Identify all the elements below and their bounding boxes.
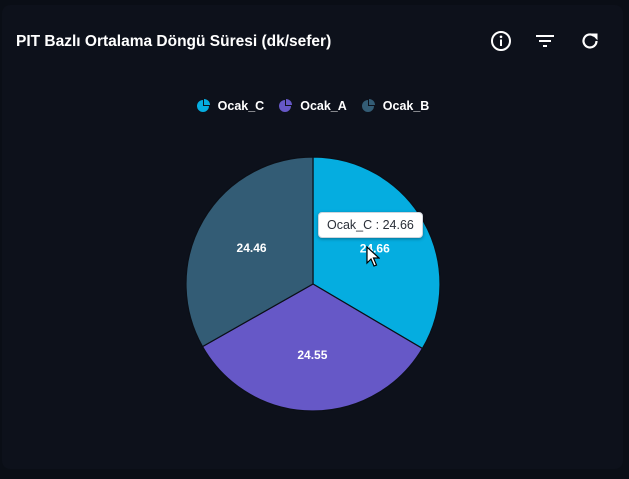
tooltip-series: Ocak_C	[327, 218, 373, 232]
tooltip-separator: :	[375, 218, 383, 232]
pie-legend-icon	[361, 99, 375, 112]
refresh-icon[interactable]	[578, 29, 602, 53]
legend-item-ocak-a[interactable]: Ocak_A	[278, 99, 347, 113]
pie-data-label: 24.55	[297, 348, 327, 362]
pie-data-label: 24.46	[237, 241, 267, 255]
tooltip-value: 24.66	[382, 218, 414, 232]
legend-item-ocak-c[interactable]: Ocak_C	[196, 99, 265, 113]
info-icon[interactable]	[489, 29, 513, 53]
pie-slice-ocak-c[interactable]	[312, 156, 441, 350]
legend-label: Ocak_C	[217, 99, 265, 113]
pie-legend-icon	[279, 99, 293, 112]
chart-title: PIT Bazlı Ortalama Döngü Süresi (dk/sefe…	[16, 33, 332, 50]
legend-label: Ocak_A	[300, 99, 347, 113]
chart-legend: Ocak_C Ocak_A Ocak_B	[2, 99, 623, 113]
pie-legend-icon	[196, 99, 210, 112]
legend-item-ocak-b[interactable]: Ocak_B	[361, 99, 430, 113]
mouse-cursor-icon	[366, 246, 380, 267]
filter-icon[interactable]	[533, 29, 557, 53]
pie-slice-ocak-b[interactable]	[185, 156, 314, 348]
legend-label: Ocak_B	[382, 99, 430, 113]
chart-tooltip: Ocak_C : 24.66	[318, 212, 423, 238]
